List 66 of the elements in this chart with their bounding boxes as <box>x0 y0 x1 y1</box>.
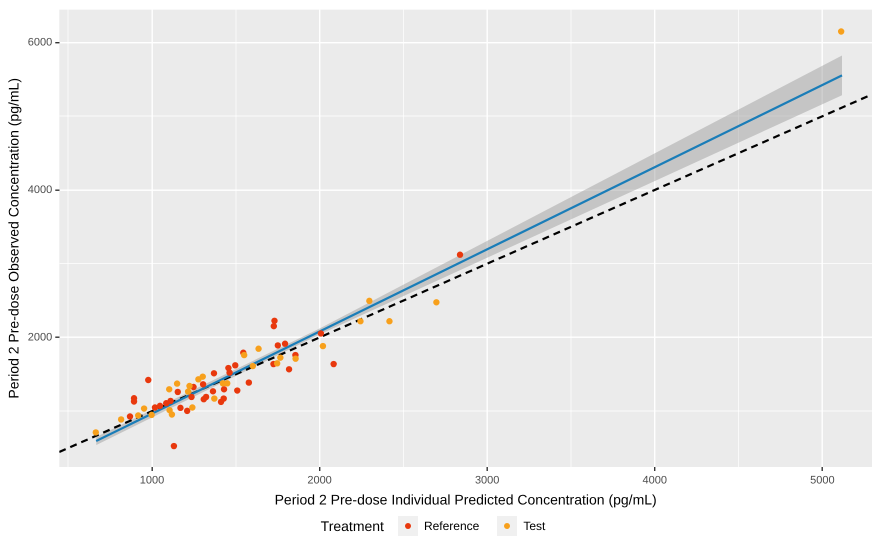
point <box>330 360 337 368</box>
point <box>386 318 393 324</box>
legend-label: Test <box>523 519 546 533</box>
point <box>433 299 440 306</box>
point <box>292 355 299 362</box>
x-tick-label: 1000 <box>140 474 164 487</box>
legend-title: Treatment <box>320 518 384 534</box>
point <box>200 373 206 380</box>
x-axis-title: Period 2 Pre-dose Individual Predicted Concentration (pg/mL) <box>274 491 657 508</box>
y-tick-label: 2000 <box>28 331 52 344</box>
point <box>234 387 240 394</box>
point <box>286 366 292 372</box>
point <box>174 388 181 396</box>
point <box>357 318 364 324</box>
point <box>366 298 373 304</box>
point <box>168 411 176 418</box>
point <box>148 412 155 418</box>
point <box>456 252 464 258</box>
point <box>177 404 184 412</box>
point <box>140 405 148 412</box>
x-tick-label: 2000 <box>307 474 332 487</box>
point <box>188 394 195 400</box>
point <box>271 318 278 324</box>
point <box>118 416 124 423</box>
x-tick-label: 5000 <box>810 474 835 487</box>
point <box>232 362 238 369</box>
point <box>184 388 192 395</box>
point <box>210 388 216 394</box>
point <box>156 402 164 410</box>
point <box>240 352 248 358</box>
point <box>282 340 288 347</box>
point <box>246 379 252 386</box>
point <box>170 442 178 450</box>
point <box>200 381 206 388</box>
point <box>145 376 152 384</box>
y-axis-title: Period 2 Pre-dose Observed Concentration (pg/mL) <box>5 78 22 399</box>
point <box>126 413 134 420</box>
point <box>167 398 174 404</box>
x-tick-label: 3000 <box>474 474 500 487</box>
y-tick-label: 4000 <box>28 184 52 196</box>
point <box>255 346 262 352</box>
point <box>200 396 207 402</box>
point <box>318 330 324 337</box>
point <box>320 342 326 350</box>
point <box>838 28 844 35</box>
point <box>274 360 280 367</box>
point <box>274 342 282 349</box>
point <box>186 382 193 390</box>
point <box>135 412 142 419</box>
point <box>220 386 228 392</box>
point <box>166 386 172 392</box>
point <box>184 408 190 414</box>
point <box>224 380 230 387</box>
point <box>250 362 256 370</box>
point <box>277 354 284 361</box>
point <box>220 395 227 402</box>
y-tick-label: 6000 <box>28 36 52 49</box>
point <box>189 404 196 411</box>
point <box>174 380 180 387</box>
x-tick-label: 4000 <box>642 474 668 487</box>
point <box>226 369 233 376</box>
point <box>270 322 278 330</box>
point <box>211 395 218 402</box>
legend-label: Reference <box>424 519 480 533</box>
point <box>92 429 100 436</box>
point <box>210 370 218 376</box>
